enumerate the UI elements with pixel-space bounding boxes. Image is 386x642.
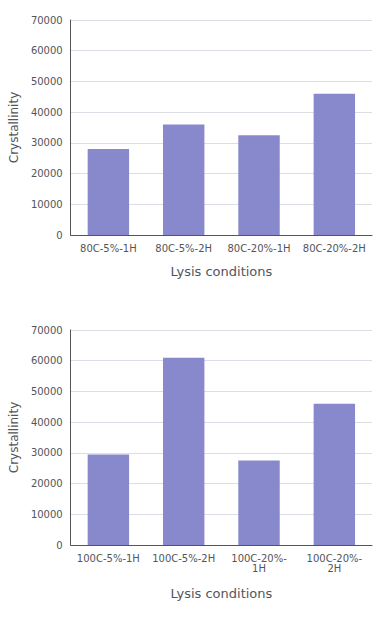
svg-text:30000: 30000: [31, 447, 63, 458]
svg-text:0: 0: [56, 230, 62, 241]
svg-text:60000: 60000: [31, 45, 63, 56]
svg-text:100C-5%-2H: 100C-5%-2H: [152, 553, 215, 564]
svg-text:80C-20%-2H: 80C-20%-2H: [303, 243, 366, 254]
svg-text:2H: 2H: [327, 563, 341, 574]
svg-text:70000: 70000: [31, 15, 63, 26]
svg-text:80C-5%-1H: 80C-5%-1H: [80, 243, 137, 254]
svg-text:20000: 20000: [31, 478, 63, 489]
svg-text:0: 0: [56, 540, 62, 551]
svg-text:Lysis conditions: Lysis conditions: [170, 586, 272, 601]
svg-text:50000: 50000: [31, 386, 63, 397]
svg-text:100C-5%-1H: 100C-5%-1H: [77, 553, 140, 564]
svg-text:1H: 1H: [252, 563, 266, 574]
svg-text:80C-20%-1H: 80C-20%-1H: [227, 243, 290, 254]
svg-text:40000: 40000: [31, 417, 63, 428]
svg-text:30000: 30000: [31, 137, 63, 148]
svg-text:40000: 40000: [31, 107, 63, 118]
svg-text:100C-20%-: 100C-20%-: [231, 552, 287, 564]
svg-text:20000: 20000: [31, 168, 63, 179]
svg-text:10000: 10000: [31, 199, 63, 210]
svg-text:60000: 60000: [31, 355, 63, 366]
svg-text:10000: 10000: [31, 509, 63, 520]
svg-text:100C-20%-: 100C-20%-: [306, 552, 363, 564]
svg-text:Crystallinity: Crystallinity: [7, 402, 21, 473]
svg-text:50000: 50000: [31, 76, 63, 87]
svg-text:Lysis conditions: Lysis conditions: [170, 264, 272, 279]
svg-text:80C-5%-2H: 80C-5%-2H: [155, 243, 212, 254]
svg-text:Crystallinity: Crystallinity: [7, 92, 21, 163]
svg-text:70000: 70000: [31, 325, 63, 336]
